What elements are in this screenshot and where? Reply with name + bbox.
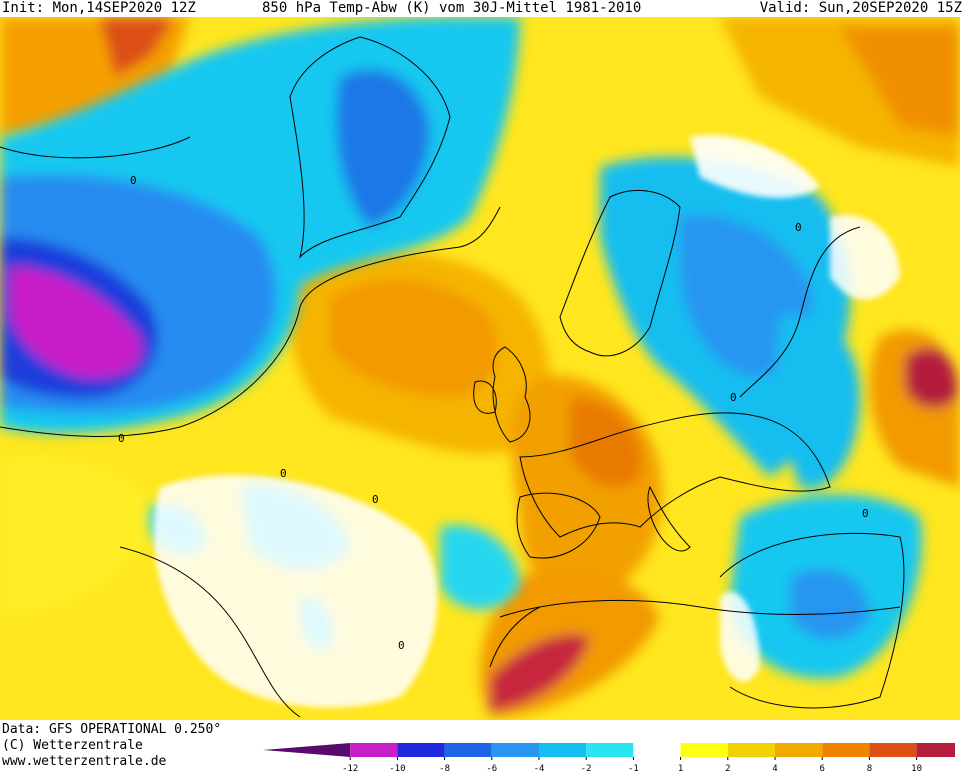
legend-swatch xyxy=(539,743,587,757)
legend-swatch xyxy=(775,743,823,757)
valid-time: Valid: Sun,20SEP2020 15Z xyxy=(759,0,962,16)
anomaly-cold-east-band xyxy=(776,315,860,489)
legend-tick-label: 2 xyxy=(725,764,730,774)
legend-tick-label: 6 xyxy=(819,764,824,774)
coastline-scandinavia xyxy=(559,189,681,357)
coastline-africa xyxy=(489,599,901,668)
contour-label: 0 xyxy=(280,467,287,480)
website-link[interactable]: www.wetterzentrale.de xyxy=(2,754,167,769)
legend-swatch xyxy=(263,743,351,757)
legend-tick-label: -1 xyxy=(628,764,639,774)
legend-swatch xyxy=(822,743,870,757)
legend-swatch xyxy=(727,743,775,757)
zero-contour-atlantic xyxy=(0,136,501,437)
zero-contour-africa xyxy=(719,532,905,709)
legend-tick-label: 1 xyxy=(678,764,683,774)
contour-label: 0 xyxy=(730,391,737,404)
init-time: Init: Mon,14SEP2020 12Z xyxy=(2,0,196,16)
anomaly-cold-south-atlantic-2 xyxy=(440,525,520,610)
anomaly-warm-east-core xyxy=(905,347,958,408)
anomaly-neutral-east xyxy=(830,215,900,300)
map-header: Init: Mon,14SEP2020 12Z 850 hPa Temp-Abw… xyxy=(0,0,968,16)
contour-label: 0 xyxy=(130,174,137,187)
legend-tick-label: -6 xyxy=(486,764,497,774)
coastlines xyxy=(289,36,901,668)
anomaly-neutral-northeast xyxy=(690,135,820,198)
anomaly-warm-africa-core xyxy=(490,634,590,712)
contour-label: 0 xyxy=(398,639,405,652)
contour-label: 0 xyxy=(372,493,379,506)
legend-swatch xyxy=(869,743,917,757)
temperature-anomaly-map: 0 0 0 0 0 0 0 0 xyxy=(0,17,960,720)
legend-tick-label: 10 xyxy=(911,764,922,774)
legend-swatch xyxy=(916,743,955,757)
legend-swatch xyxy=(680,743,728,757)
copyright: (C) Wetterzentrale xyxy=(2,738,143,753)
legend-tick-label: 4 xyxy=(772,764,777,774)
legend-swatch xyxy=(586,743,634,757)
legend-tick-label: -4 xyxy=(534,764,545,774)
contour-labels: 0 0 0 0 0 0 0 0 xyxy=(118,174,869,652)
anomaly-cold-core xyxy=(10,267,142,378)
contour-label: 0 xyxy=(795,221,802,234)
anomaly-cold-greenland-core xyxy=(336,69,430,227)
anomaly-warm-northeast-core xyxy=(840,27,960,137)
zero-contour-southwest xyxy=(119,546,301,718)
legend-tick-label: -8 xyxy=(439,764,450,774)
color-legend: -12-10-8-6-4-2-1124681012 xyxy=(263,743,955,774)
legend-swatch xyxy=(444,743,492,757)
zero-contour-east xyxy=(739,226,861,398)
contour-label: 0 xyxy=(862,507,869,520)
map-title: 850 hPa Temp-Abw (K) vom 30J-Mittel 1981… xyxy=(262,0,642,16)
anomaly-warm-atlantic-core xyxy=(330,279,498,397)
legend-tick-label: -10 xyxy=(389,764,405,774)
legend-tick-label: -12 xyxy=(342,764,358,774)
coastline-europe xyxy=(519,412,831,538)
anomaly-warm-north-core xyxy=(100,17,175,77)
legend-tick-label: -2 xyxy=(581,764,592,774)
anomaly-neutral-southwest xyxy=(153,475,438,708)
coastline-ireland xyxy=(473,380,497,414)
legend-tick-label: 8 xyxy=(867,764,872,774)
coastline-greenland xyxy=(289,36,451,259)
legend-swatch xyxy=(397,743,445,757)
coastline-britain xyxy=(492,346,531,443)
anomaly-warm-france xyxy=(570,397,642,488)
zero-contours xyxy=(0,136,905,718)
anomaly-neutral-southeast xyxy=(720,591,760,682)
legend-swatch xyxy=(633,743,681,757)
contour-label: 0 xyxy=(118,432,125,445)
coastline-italy xyxy=(647,485,691,552)
anomaly-warm-southwest xyxy=(0,454,160,617)
coastline-iberia xyxy=(516,492,601,559)
anomaly-cold-southeast-core xyxy=(790,569,870,640)
data-source: Data: GFS OPERATIONAL 0.250° xyxy=(2,722,222,737)
legend-swatch xyxy=(350,743,398,757)
legend-swatch xyxy=(491,743,539,757)
